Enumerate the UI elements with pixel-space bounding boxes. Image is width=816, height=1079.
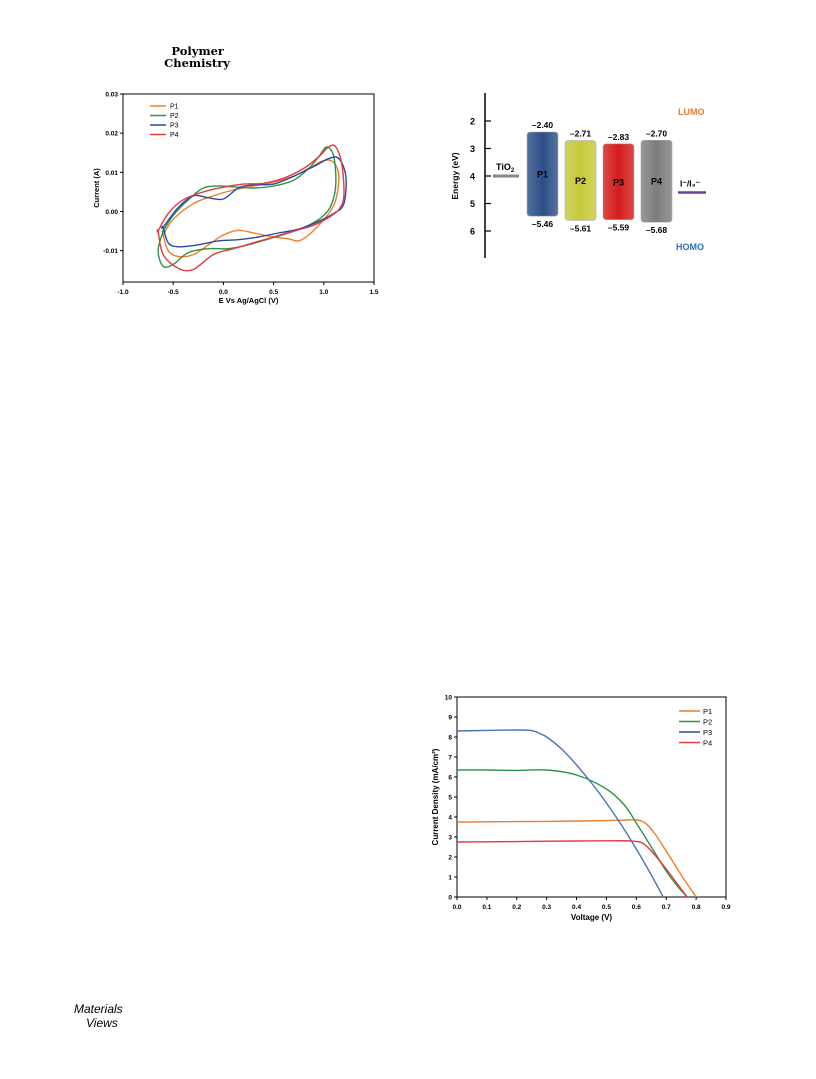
homo-label: HOMO xyxy=(676,242,704,252)
homo-value-p4: –5.68 xyxy=(646,225,668,235)
legend-label-p4: P4 xyxy=(170,132,179,139)
legend-label-p4: P4 xyxy=(703,739,712,748)
y-tick-label: 6 xyxy=(470,227,475,237)
homo-value-p1: –5.46 xyxy=(532,219,554,229)
series-line-p2 xyxy=(456,769,688,898)
homo-value-p3: –5.59 xyxy=(608,223,630,233)
y-tick-label: 4 xyxy=(470,172,475,182)
y-tick-label: 10 xyxy=(445,695,453,702)
y-tick-label: 8 xyxy=(448,735,452,742)
bar-label-p4: P4 xyxy=(651,177,662,187)
lumo-value-p2: –2.71 xyxy=(570,129,592,139)
bar-label-p2: P2 xyxy=(575,176,586,186)
journal-name-line1: Polymer xyxy=(171,44,224,58)
y-tick-label: 0.00 xyxy=(105,209,118,216)
y-tick-label: 7 xyxy=(448,755,452,762)
lumo-value-p4: –2.70 xyxy=(646,128,668,138)
plot-frame xyxy=(456,696,727,898)
energy-bar-p1 xyxy=(526,131,559,217)
x-tick-label: -1.0 xyxy=(117,289,129,296)
energy-level-diagram: 2 3 4 5 6 Energy (eV) TiO2 P1 –2.40 –5.46 P2 –2.71 –… xyxy=(450,93,706,258)
energy-bar-p4 xyxy=(640,139,673,223)
x-tick-label: 1.0 xyxy=(319,289,328,296)
journal-name: Polymer Chemistry xyxy=(150,45,230,69)
redox-label: I⁻/I₃⁻ xyxy=(680,179,701,189)
x-tick-label: 0.7 xyxy=(662,904,671,911)
y-axis-label: Current (A) xyxy=(92,168,101,208)
x-tick-label: -0.5 xyxy=(168,289,180,296)
x-tick-label: 1.5 xyxy=(369,289,378,296)
homo-value-p2: –5.61 xyxy=(570,223,592,233)
y-tick-label: 0.03 xyxy=(105,92,118,99)
lumo-label: LUMO xyxy=(678,107,705,117)
legend-label-p3: P3 xyxy=(170,123,179,130)
bar-label-p1: P1 xyxy=(537,170,548,180)
legend-label-p2: P2 xyxy=(703,718,712,727)
legend-label-p1: P1 xyxy=(170,104,179,111)
energy-bar-p3 xyxy=(602,143,635,221)
energy-bar-p2 xyxy=(564,140,597,221)
tio2-label: TiO2 xyxy=(496,162,515,174)
x-tick-label: 0.0 xyxy=(219,289,228,296)
logo-text: Materials xyxy=(74,1002,123,1016)
cyclic-voltammetry-chart: -1.0 -0.5 0.0 0.5 1.0 1.5 0.03 0.02 0.01 0.00 -0.0… xyxy=(92,92,379,306)
x-tick-label: 0.3 xyxy=(542,904,551,911)
y-tick-label: 3 xyxy=(448,835,452,842)
logo-text-2: Views xyxy=(86,1016,118,1030)
materialsviews-logo: Materials Views xyxy=(74,1002,123,1030)
y-tick-label: 1 xyxy=(448,875,452,882)
y-tick-label: 6 xyxy=(448,775,452,782)
y-tick-label: 2 xyxy=(448,855,452,862)
y-axis-label: Energy (eV) xyxy=(450,152,460,199)
legend-label-p3: P3 xyxy=(703,728,712,737)
x-tick-label: 0.8 xyxy=(692,904,701,911)
y-tick-label: 9 xyxy=(448,715,452,722)
series-line-p3 xyxy=(161,156,347,248)
journal-name-line2: Chemistry xyxy=(164,56,230,70)
x-tick-label: 0.9 xyxy=(721,904,730,911)
x-tick-label: 0.0 xyxy=(452,904,461,911)
x-tick-label: 0.6 xyxy=(632,904,641,911)
y-tick-label: 0.02 xyxy=(105,131,118,138)
x-tick-label: 0.2 xyxy=(512,904,521,911)
x-tick-label: 0.4 xyxy=(572,904,581,911)
y-axis-label: Current Density (mA/cm²) xyxy=(431,748,440,845)
x-tick-label: 0.1 xyxy=(482,904,491,911)
lumo-value-p1: –2.40 xyxy=(532,120,554,130)
x-tick-label: 0.5 xyxy=(602,904,611,911)
y-tick-label: 0 xyxy=(448,895,452,902)
series-line-p1 xyxy=(456,819,697,898)
y-tick-label: 3 xyxy=(470,144,475,154)
y-tick-label: 5 xyxy=(470,199,475,209)
series-line-p4 xyxy=(156,144,345,272)
y-tick-label: -0.01 xyxy=(103,248,118,255)
y-tick-label: 4 xyxy=(448,815,452,822)
series-line-p3 xyxy=(456,729,664,898)
y-tick-label: 2 xyxy=(470,117,475,127)
x-tick-label: 0.5 xyxy=(269,289,278,296)
series-line-p4 xyxy=(456,840,688,898)
series-line-p1 xyxy=(161,159,340,258)
x-axis-label: Voltage (V) xyxy=(571,913,613,922)
current-density-voltage-chart: 0.0 0.1 0.2 0.3 0.4 0.5 0.6 0.7 0.8 0.9 0 1 2 3 4 5 6 7 8 9… xyxy=(431,695,731,923)
lumo-value-p3: –2.83 xyxy=(608,132,630,142)
y-tick-label: 0.01 xyxy=(105,170,118,177)
bar-label-p3: P3 xyxy=(613,177,624,187)
y-tick-label: 5 xyxy=(448,795,452,802)
legend-label-p1: P1 xyxy=(703,707,712,716)
plot-frame xyxy=(122,93,375,283)
x-axis-label: E Vs Ag/AgCl (V) xyxy=(219,296,279,305)
legend-label-p2: P2 xyxy=(170,113,179,120)
